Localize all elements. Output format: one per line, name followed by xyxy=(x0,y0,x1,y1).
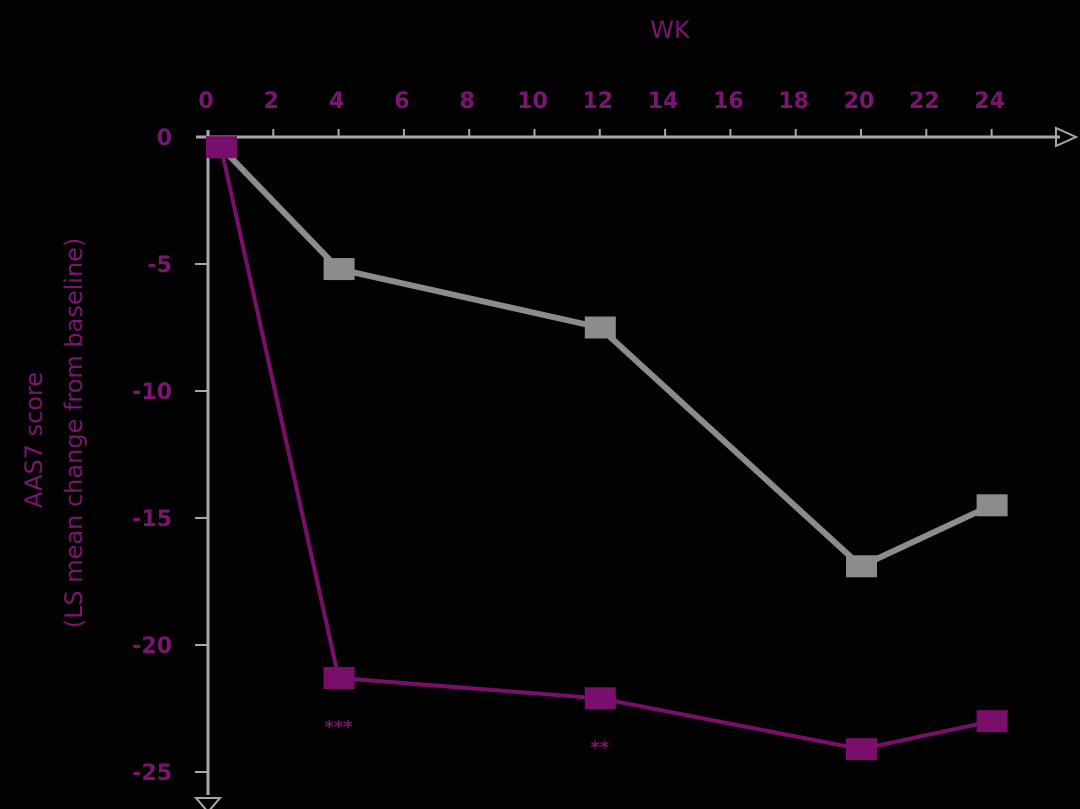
significance-annotations: ***** xyxy=(324,717,609,758)
axis-labels: WK AAS7 score (LS mean change from basel… xyxy=(20,16,691,628)
series-line xyxy=(219,146,993,752)
data-point-marker xyxy=(323,667,355,690)
data-point-marker xyxy=(846,555,877,578)
y-axis-title-line1: AAS7 score xyxy=(20,372,48,508)
x-tick-label: 12 xyxy=(582,89,613,114)
y-axis-title-line2: (LS mean change from baseline) xyxy=(60,238,88,629)
x-tick-label: 0 xyxy=(198,89,213,114)
y-tick-label: 0 xyxy=(157,126,172,151)
x-tick-label: 6 xyxy=(394,89,409,114)
y-axis-arrow-icon xyxy=(193,797,223,809)
series-lines xyxy=(206,136,1008,761)
data-point-marker xyxy=(976,494,1008,517)
significance-marker: ** xyxy=(590,737,609,758)
x-axis-title: WK xyxy=(650,16,691,44)
data-point-marker xyxy=(584,687,616,710)
axes: 0 2 4 6 8 10 12 14 16 18 20 22 240-5-10-15-20-25 xyxy=(132,89,1079,809)
x-tick-label: 8 xyxy=(460,89,475,114)
series-line xyxy=(218,145,993,570)
series-treatment xyxy=(206,136,1008,761)
series-placebo xyxy=(206,136,1008,578)
x-tick-label: 16 xyxy=(713,89,744,114)
y-tick-label: -20 xyxy=(132,634,172,659)
data-point-marker xyxy=(584,316,616,339)
x-tick-label: 24 xyxy=(974,89,1005,114)
x-tick-label: 20 xyxy=(844,89,875,114)
x-axis-arrow-icon xyxy=(1055,126,1079,148)
y-tick-label: -10 xyxy=(132,380,172,405)
y-tick-label: -15 xyxy=(132,507,172,532)
x-tick-label: 22 xyxy=(909,89,940,114)
significance-marker: *** xyxy=(324,717,353,738)
y-tick-label: -5 xyxy=(148,253,172,278)
x-tick-label: 18 xyxy=(778,89,809,114)
data-point-marker xyxy=(323,258,355,281)
data-point-marker xyxy=(976,710,1008,733)
data-point-marker xyxy=(846,738,877,761)
x-tick-label: 4 xyxy=(329,89,344,114)
x-tick-label: 10 xyxy=(517,89,548,114)
x-tick-label: 2 xyxy=(264,89,279,114)
x-tick-label: 14 xyxy=(648,89,679,114)
data-point-marker xyxy=(206,136,237,159)
y-tick-label: -25 xyxy=(132,761,172,786)
